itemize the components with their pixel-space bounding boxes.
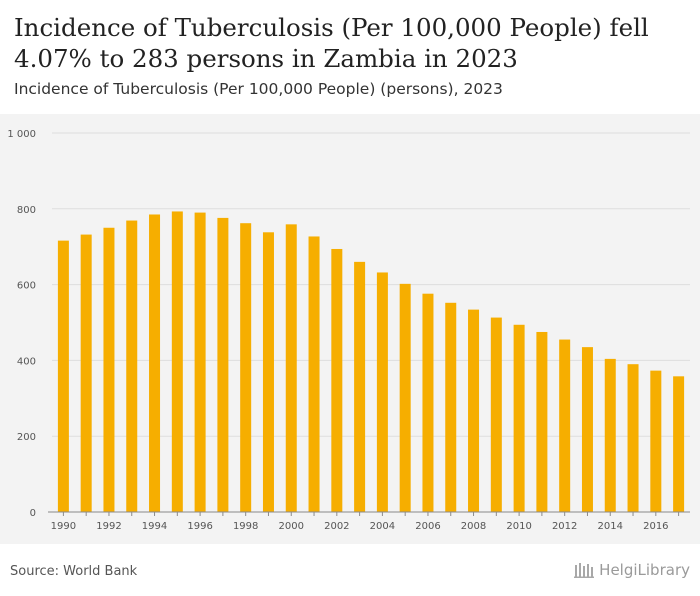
bar-2010 bbox=[513, 324, 525, 512]
x-tick-label: 2014 bbox=[598, 521, 623, 532]
bar-1995 bbox=[171, 211, 183, 512]
bar-1996 bbox=[194, 212, 206, 512]
bar-2004 bbox=[376, 272, 388, 512]
chart-title: Incidence of Tuberculosis (Per 100,000 P… bbox=[14, 13, 649, 73]
y-tick-label: 800 bbox=[17, 205, 36, 216]
x-tick-label: 2016 bbox=[643, 521, 668, 532]
y-tick-label: 200 bbox=[17, 432, 36, 443]
bar-2003 bbox=[354, 261, 366, 512]
bar-1994 bbox=[149, 214, 161, 513]
x-tick-label: 2008 bbox=[461, 521, 486, 532]
y-tick-label: 0 bbox=[30, 508, 36, 519]
x-tick-label: 2004 bbox=[370, 521, 395, 532]
bar-2015 bbox=[627, 364, 639, 512]
bar-2008 bbox=[468, 309, 480, 512]
bar-1999 bbox=[262, 232, 274, 512]
y-tick-label: 600 bbox=[17, 281, 36, 292]
x-tick-label: 1996 bbox=[187, 521, 212, 532]
bar-2013 bbox=[581, 347, 593, 512]
bar-chart: 0 200 400 600 800 1 000 1990 1992 1994 1996 1998 20… bbox=[7, 129, 690, 532]
y-tick-label: 400 bbox=[17, 356, 36, 367]
bar-1992 bbox=[103, 227, 115, 512]
x-tick-label: 1992 bbox=[96, 521, 121, 532]
bar-2007 bbox=[445, 302, 457, 512]
bar-2006 bbox=[422, 293, 434, 512]
bar-2014 bbox=[604, 358, 616, 512]
helgilibrary-logo[interactable]: HelgiLibrary bbox=[574, 561, 690, 579]
bar-1990 bbox=[57, 240, 69, 513]
logo-text: HelgiLibrary bbox=[599, 561, 690, 579]
x-tick-label: 2006 bbox=[415, 521, 440, 532]
bar-2012 bbox=[559, 339, 571, 512]
bar-2001 bbox=[308, 236, 320, 512]
chart-subtitle: Incidence of Tuberculosis (Per 100,000 P… bbox=[14, 80, 503, 98]
x-tick-label: 1994 bbox=[142, 521, 167, 532]
bar-1991 bbox=[80, 234, 92, 512]
bar-1993 bbox=[126, 220, 138, 512]
x-tick-label: 1998 bbox=[233, 521, 258, 532]
x-tick-label: 2012 bbox=[552, 521, 577, 532]
y-tick-label: 1 000 bbox=[7, 129, 36, 140]
bar-2005 bbox=[399, 283, 411, 512]
bar-2011 bbox=[536, 331, 548, 512]
x-tick-label: 2000 bbox=[279, 521, 304, 532]
x-tick-label: 2002 bbox=[324, 521, 349, 532]
bar-2016 bbox=[650, 370, 662, 512]
bar-1998 bbox=[240, 223, 252, 512]
library-building-icon bbox=[574, 563, 595, 578]
bar-2002 bbox=[331, 248, 343, 512]
bar-2009 bbox=[490, 317, 502, 512]
source-note: Source: World Bank bbox=[10, 564, 138, 579]
bar-2017 bbox=[673, 376, 685, 512]
bar-2000 bbox=[285, 224, 297, 512]
bar-1997 bbox=[217, 217, 229, 512]
x-tick-label: 1990 bbox=[51, 521, 76, 532]
x-tick-label: 2010 bbox=[506, 521, 531, 532]
